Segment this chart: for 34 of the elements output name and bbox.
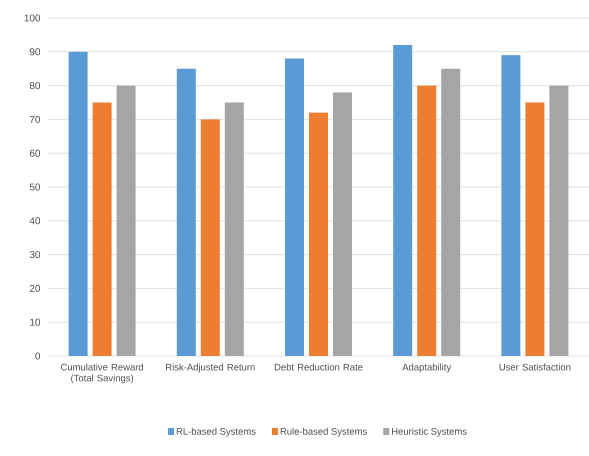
y-tick-label: 100 — [24, 14, 40, 22]
bar — [441, 68, 460, 356]
x-tick-label: Risk-Adjusted Return — [166, 364, 255, 372]
y-tick-label: 40 — [30, 217, 40, 224]
x-tick-label: Adaptability — [402, 364, 452, 372]
legend-label: RL-based Systems — [176, 428, 256, 437]
y-tick-label: 0 — [35, 352, 40, 360]
x-tick-label: Cumulative Reward (Total Savings) — [61, 364, 144, 384]
x-tick-label: Debt Reduction Rate — [274, 364, 363, 370]
bar — [92, 102, 112, 356]
bar — [333, 92, 352, 356]
bar — [68, 52, 88, 356]
legend-label: Heuristic Systems — [392, 428, 467, 437]
bar — [393, 45, 412, 356]
bar — [285, 58, 304, 356]
y-tick-label: 30 — [30, 251, 40, 258]
bar — [224, 102, 244, 356]
y-tick-label: 80 — [30, 82, 40, 90]
y-tick-label: 90 — [30, 48, 40, 56]
bar — [176, 68, 196, 356]
x-tick-label: User Satisfaction — [500, 364, 570, 370]
bar — [417, 86, 436, 356]
bar — [549, 86, 568, 356]
y-tick-label: 20 — [30, 284, 40, 292]
bar — [200, 119, 220, 356]
bar — [116, 86, 136, 356]
y-tick-label: 60 — [30, 150, 40, 157]
y-tick-label: 50 — [30, 183, 40, 191]
bar — [501, 55, 520, 356]
y-tick-label: 70 — [30, 116, 40, 123]
bar — [525, 102, 544, 356]
legend-label: Rule-based Systems — [280, 428, 367, 437]
y-tick-label: 10 — [30, 318, 40, 326]
bar — [309, 112, 328, 356]
